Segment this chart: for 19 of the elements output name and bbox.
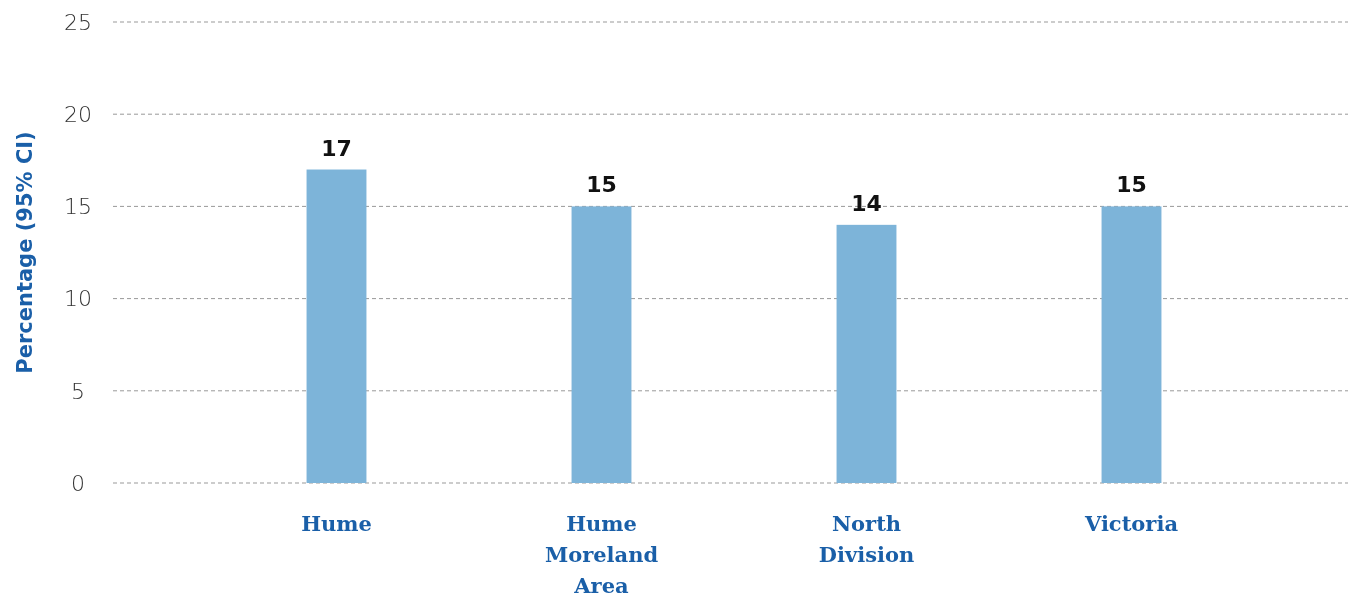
- data-label: 17: [321, 135, 352, 161]
- y-tick-label: 25: [64, 9, 92, 35]
- data-label: 14: [851, 190, 882, 216]
- y-tick-label: 10: [64, 286, 92, 312]
- x-tick-label: Hume: [301, 511, 372, 536]
- y-axis-title: Percentage (95% CI): [13, 131, 37, 374]
- bar: [306, 169, 367, 483]
- bar: [571, 206, 632, 483]
- data-label: 15: [1116, 172, 1147, 198]
- x-tick-label: Hume Moreland Area: [544, 511, 659, 597]
- y-tick-label: 15: [64, 194, 92, 220]
- bar: [836, 224, 897, 483]
- y-tick-label: 5: [71, 378, 85, 404]
- x-tick-label: North Division: [818, 511, 915, 567]
- bar: [1101, 206, 1162, 483]
- x-tick-label: Victoria: [1083, 511, 1179, 536]
- data-label: 15: [586, 172, 617, 198]
- y-tick-label: 0: [71, 470, 85, 496]
- y-tick-label: 20: [64, 101, 92, 127]
